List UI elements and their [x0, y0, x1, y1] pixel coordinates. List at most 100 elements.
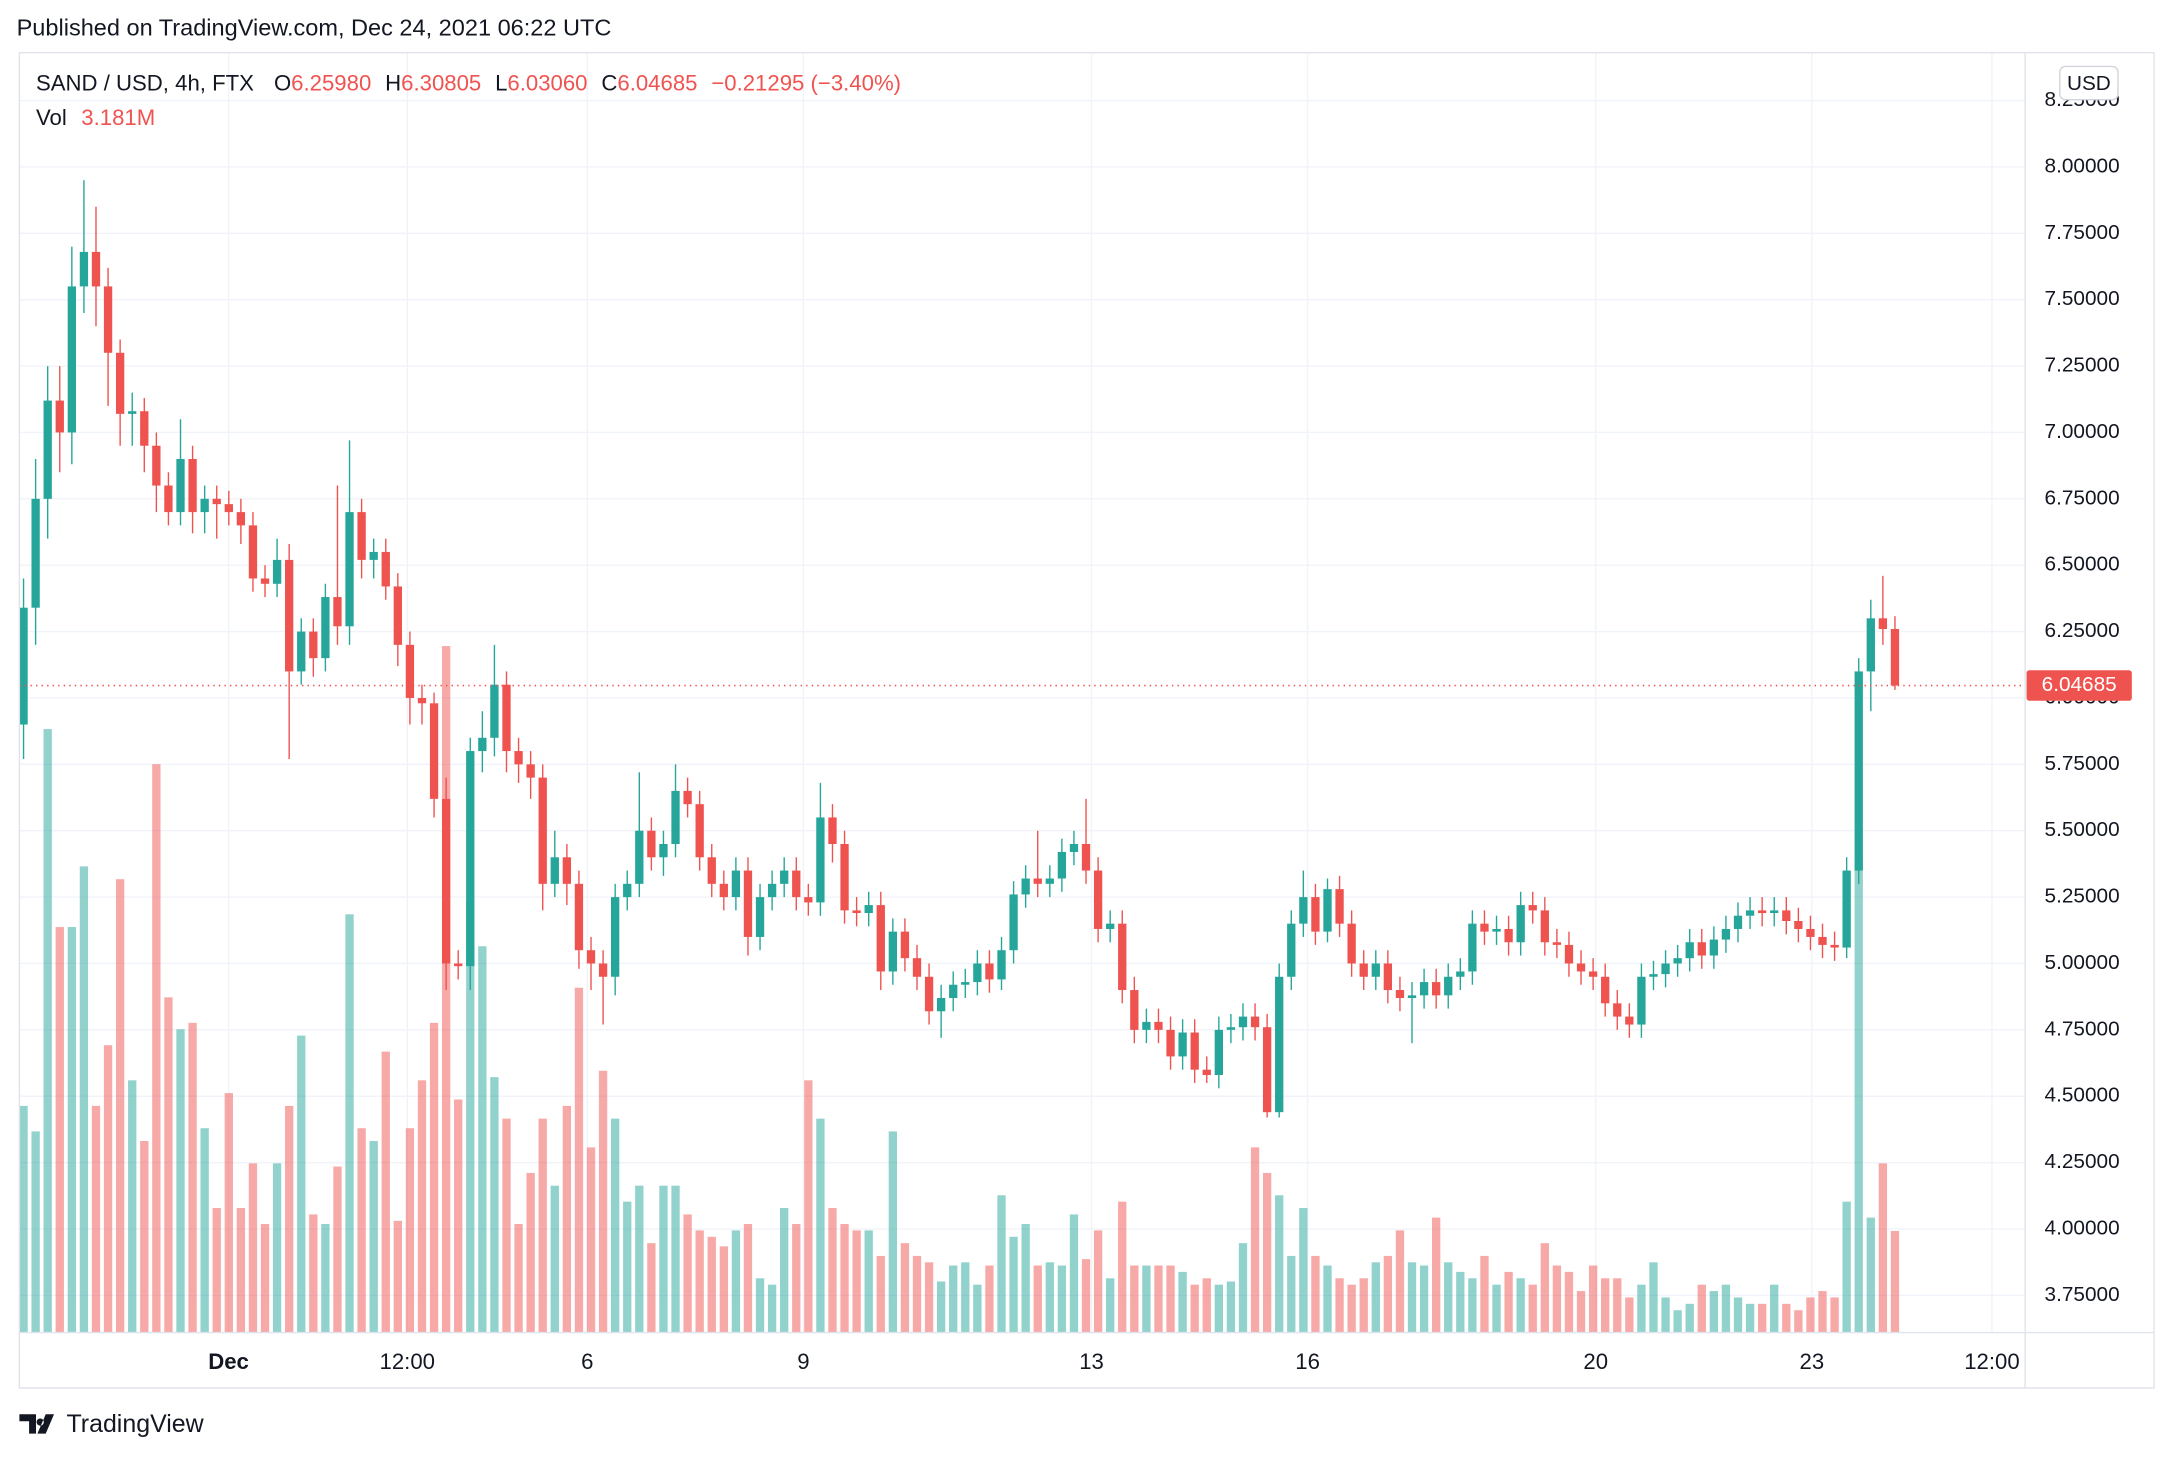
candle-body	[671, 790, 680, 845]
footer-logo	[19, 1414, 55, 1434]
published-note: Published on TradingView.com, Dec 24, 20…	[17, 14, 612, 40]
candle-body	[550, 857, 559, 884]
candle-body	[1540, 910, 1549, 943]
y-tick-label: 5.50000	[2045, 818, 2120, 841]
legend-key: L	[495, 70, 507, 95]
candle-body	[1480, 923, 1489, 932]
y-tick-label: 5.75000	[2045, 752, 2120, 775]
candle-body	[1118, 923, 1127, 991]
volume-bar	[1130, 1265, 1139, 1333]
candle-body	[272, 559, 282, 584]
legend-value: 6.03060	[507, 70, 587, 95]
volume-bar	[1770, 1284, 1779, 1333]
volume-bar	[1733, 1297, 1743, 1333]
candle-body	[1528, 905, 1537, 911]
candle-body	[103, 286, 113, 353]
frame	[18, 51, 2155, 1389]
candle-body	[369, 551, 378, 560]
volume-bar	[490, 1077, 499, 1333]
candle-body	[1299, 897, 1308, 924]
currency-box[interactable]	[2059, 65, 2119, 101]
volume-key: Vol	[36, 105, 67, 130]
candle-body	[1009, 894, 1018, 951]
candle-body	[767, 883, 777, 898]
candle-body	[1649, 974, 1658, 977]
plot	[19, 180, 2026, 1333]
candle-body	[1878, 618, 1888, 629]
volume-bar	[1335, 1278, 1344, 1333]
candle-body	[1154, 1021, 1163, 1030]
volume-bar	[1238, 1243, 1248, 1333]
candle-body	[1564, 944, 1574, 964]
candle-body	[961, 982, 970, 985]
y-tick-label: 3.75000	[2045, 1283, 2120, 1306]
candle-body	[1383, 963, 1393, 991]
volume-bar	[152, 764, 161, 1333]
volume-bar	[43, 729, 52, 1333]
volume-bar	[1782, 1303, 1791, 1333]
candle-body	[586, 950, 596, 964]
candle-body	[816, 817, 825, 903]
volume-bar	[683, 1214, 692, 1333]
volume-bar	[1492, 1284, 1501, 1333]
volume-bar	[695, 1230, 704, 1333]
volume-bar	[949, 1265, 958, 1333]
candle-body	[345, 512, 354, 627]
volume-bar	[176, 1029, 185, 1333]
volume-bar	[1190, 1284, 1199, 1333]
candle-body	[490, 684, 499, 738]
candle-body	[1552, 942, 1562, 945]
volume-bar	[900, 1243, 910, 1333]
volume-bar	[1009, 1236, 1018, 1333]
candle-body	[1166, 1029, 1175, 1057]
candle-body	[924, 976, 934, 1012]
volume-bar	[103, 1045, 113, 1333]
volume-bar	[1661, 1297, 1670, 1333]
candle-body	[260, 578, 270, 584]
candle-body	[1770, 910, 1779, 914]
volume-bar	[888, 1131, 898, 1333]
volume-bar	[236, 1208, 246, 1333]
volume-bar	[1069, 1214, 1079, 1333]
volume-bar	[526, 1172, 535, 1333]
y-tick-label: 7.00000	[2045, 420, 2120, 443]
volume-bar	[1468, 1278, 1477, 1333]
candle-body	[115, 352, 125, 414]
volume-bar	[429, 1022, 439, 1333]
volume-bar	[1202, 1278, 1211, 1333]
volume-bar	[405, 1128, 415, 1333]
candle-body	[1106, 923, 1115, 929]
volume-bar	[478, 946, 487, 1333]
candle-body	[19, 607, 28, 725]
volume-bar	[357, 1128, 366, 1333]
y-tick-label: 7.50000	[2045, 287, 2120, 310]
candle-body	[321, 597, 330, 659]
logo-mark	[19, 1414, 55, 1434]
candle-body	[1359, 963, 1368, 977]
volume-bar	[1697, 1284, 1706, 1333]
volume-bar	[1637, 1284, 1646, 1333]
volume-bar	[780, 1208, 789, 1333]
candle-body	[514, 751, 523, 765]
candle-body	[1311, 897, 1320, 932]
candle-body	[1588, 971, 1598, 977]
volume-bar	[1588, 1265, 1598, 1333]
volume-bar	[1057, 1265, 1067, 1333]
y-tick-label: 4.50000	[2045, 1084, 2120, 1107]
volume-bar	[1262, 1172, 1272, 1333]
volume-bar	[997, 1195, 1006, 1333]
volume-bar	[224, 1093, 233, 1333]
volume-bar	[1311, 1255, 1320, 1333]
volume-bar	[200, 1128, 209, 1333]
volume-bar	[1673, 1310, 1682, 1333]
volume-bar	[1166, 1265, 1175, 1333]
volume-bar	[1444, 1262, 1453, 1333]
volume-bar	[514, 1224, 523, 1333]
volume-bar	[333, 1166, 342, 1333]
candle-body	[152, 445, 161, 486]
volume-bar	[67, 927, 77, 1333]
volume-bar	[1576, 1291, 1586, 1333]
candle-body	[683, 790, 692, 805]
